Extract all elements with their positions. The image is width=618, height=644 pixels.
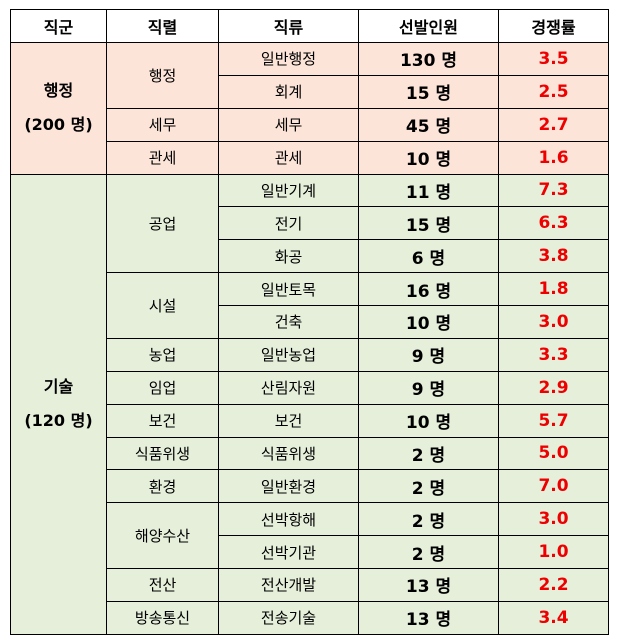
series-cell: 농업: [106, 337, 219, 372]
rate-cell: 2.2: [498, 568, 609, 602]
header-count: 선발인원: [358, 9, 499, 43]
category-cell: 식품위생: [218, 436, 359, 471]
category-cell: 선박기관: [218, 535, 359, 569]
table-row: 방송통신 전송기술 13 명 3.4: [11, 600, 609, 636]
group-name: 행정: [43, 81, 74, 101]
table-row: 전산 전산개발 13 명 2.2: [11, 568, 609, 602]
count-cell: 10 명: [358, 140, 499, 175]
category-cell: 선박항해: [218, 502, 359, 537]
count-cell: 45 명: [358, 107, 499, 142]
rate-cell: 5.7: [498, 403, 609, 438]
count-cell: 6 명: [358, 239, 499, 274]
category-cell: 화공: [218, 239, 359, 274]
rate-cell: 3.3: [498, 337, 609, 372]
series-cell: 보건: [106, 403, 219, 438]
category-cell: 전기: [218, 206, 359, 241]
category-cell: 일반행정: [218, 42, 359, 76]
rate-cell: 3.0: [498, 305, 609, 339]
header-group: 직군: [10, 9, 107, 43]
series-cell: 세무: [106, 107, 219, 142]
category-cell: 전산개발: [218, 568, 359, 602]
rate-cell: 1.6: [498, 140, 609, 175]
category-cell: 세무: [218, 107, 359, 142]
rate-cell: 2.5: [498, 74, 609, 109]
category-cell: 전송기술: [218, 600, 359, 636]
group-total: (120 명): [24, 411, 93, 431]
series-cell: 환경: [106, 469, 219, 504]
series-cell: 방송통신: [106, 600, 219, 636]
count-cell: 16 명: [358, 272, 499, 306]
count-cell: 10 명: [358, 305, 499, 339]
rate-cell: 3.0: [498, 502, 609, 537]
table-row: 기술 (120 명) 공업 일반기계 11 명 7.3: [10, 173, 609, 635]
table-row: 전기 15 명 6.3: [11, 206, 609, 241]
category-cell: 일반환경: [218, 469, 359, 504]
rate-cell: 3.8: [498, 239, 609, 274]
group-cell-admin: 행정 (200 명): [10, 42, 107, 175]
table-row: 행정 (200 명) 행정 일반행정 130 명 3.5: [10, 42, 609, 175]
table-row: 세무 세무 45 명 2.7: [11, 107, 609, 142]
recruitment-table: 직군 직렬 직류 선발인원 경쟁률 행정 (200 명) 행정 일반행정 130…: [10, 9, 609, 636]
count-cell: 13 명: [358, 568, 499, 602]
table-row: 식품위생 식품위생 2 명 5.0: [11, 436, 609, 471]
rate-cell: 1.0: [498, 535, 609, 569]
count-cell: 15 명: [358, 74, 499, 109]
series-cell: 해양수산: [106, 502, 219, 569]
category-cell: 관세: [218, 140, 359, 175]
table-row: 해양수산 선박항해 2 명 3.0: [11, 502, 609, 569]
rate-cell: 3.4: [498, 600, 609, 636]
count-cell: 13 명: [358, 600, 499, 636]
header-row: 직군 직렬 직류 선발인원 경쟁률: [10, 9, 609, 43]
group-cell-tech: 기술 (120 명): [10, 173, 107, 635]
table-row: 농업 일반농업 9 명 3.3: [11, 337, 609, 372]
count-cell: 2 명: [358, 436, 499, 471]
category-cell: 일반농업: [218, 337, 359, 372]
series-cell: 전산: [106, 568, 219, 602]
table-row: 임업 산림자원 9 명 2.9: [11, 370, 609, 405]
count-cell: 130 명: [358, 42, 499, 76]
category-cell: 일반토목: [218, 272, 359, 306]
table-row: 화공 6 명 3.8: [11, 239, 609, 274]
count-cell: 9 명: [358, 337, 499, 372]
group-name: 기술: [43, 377, 74, 397]
category-cell: 보건: [218, 403, 359, 438]
count-cell: 2 명: [358, 469, 499, 504]
count-cell: 10 명: [358, 403, 499, 438]
rate-cell: 6.3: [498, 206, 609, 241]
rate-cell: 2.9: [498, 370, 609, 405]
rate-cell: 1.8: [498, 272, 609, 306]
table-row: 관세 관세 10 명 1.6: [11, 140, 609, 175]
table-row: 보건 보건 10 명 5.7: [11, 403, 609, 438]
table-row: 회계 15 명 2.5: [11, 74, 609, 109]
rate-cell: 3.5: [498, 42, 609, 76]
category-cell: 건축: [218, 305, 359, 339]
header-rate: 경쟁률: [498, 9, 609, 43]
category-cell: 회계: [218, 74, 359, 109]
count-cell: 9 명: [358, 370, 499, 405]
table-row: 시설 일반토목 16 명 1.8: [11, 272, 609, 339]
category-cell: 산림자원: [218, 370, 359, 405]
table-row: 선박기관 2 명 1.0: [11, 535, 609, 569]
series-cell: 식품위생: [106, 436, 219, 471]
header-series: 직렬: [106, 9, 219, 43]
series-cell: 시설: [106, 272, 219, 339]
series-cell: 행정: [106, 42, 219, 109]
series-cell: 관세: [106, 140, 219, 175]
rate-cell: 5.0: [498, 436, 609, 471]
count-cell: 2 명: [358, 502, 499, 537]
rate-cell: 2.7: [498, 107, 609, 142]
rate-cell: 7.0: [498, 469, 609, 504]
series-cell: 임업: [106, 370, 219, 405]
category-cell: 일반기계: [218, 173, 359, 208]
count-cell: 11 명: [358, 173, 499, 208]
group-total: (200 명): [24, 115, 93, 135]
count-cell: 2 명: [358, 535, 499, 569]
rate-cell: 7.3: [498, 173, 609, 208]
header-category: 직류: [218, 9, 359, 43]
count-cell: 15 명: [358, 206, 499, 241]
series-cell: 공업: [106, 173, 219, 274]
table-row: 건축 10 명 3.0: [11, 305, 609, 339]
